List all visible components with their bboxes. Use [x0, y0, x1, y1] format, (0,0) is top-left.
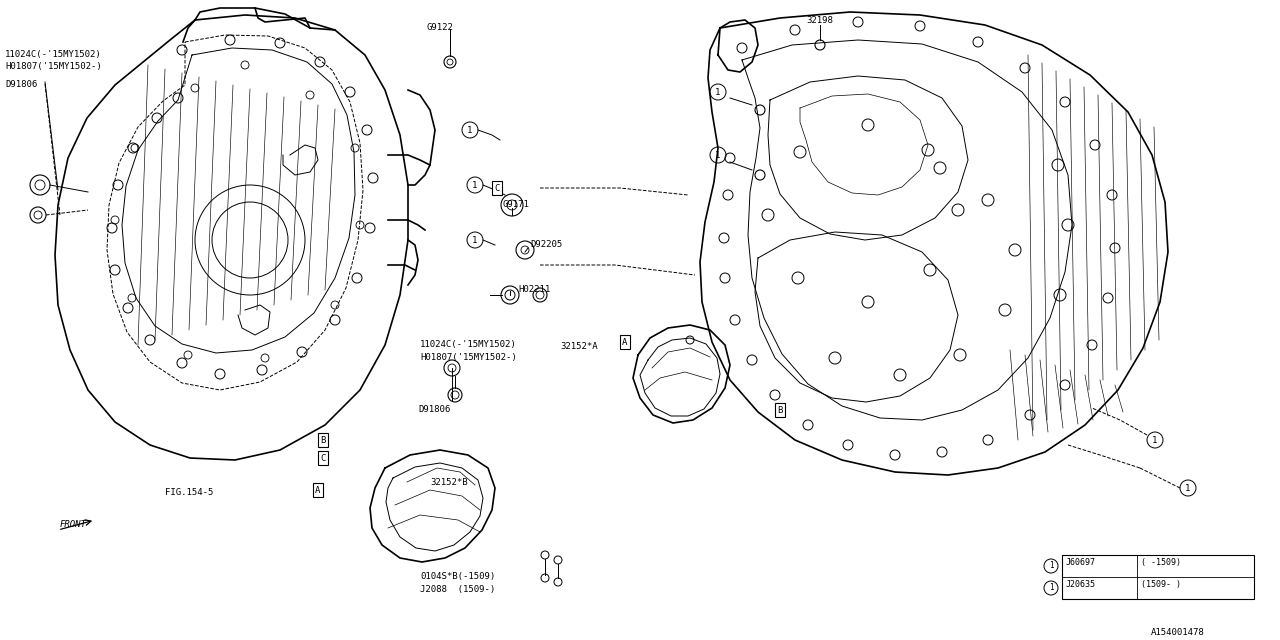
Text: C: C — [320, 454, 325, 463]
Text: J60697: J60697 — [1066, 558, 1096, 567]
Text: FRONT: FRONT — [60, 520, 87, 529]
Text: (1509- ): (1509- ) — [1140, 580, 1181, 589]
Text: H01807('15MY1502-): H01807('15MY1502-) — [5, 62, 101, 71]
Text: 1: 1 — [1048, 584, 1053, 593]
Text: 1: 1 — [1048, 561, 1053, 570]
Text: B: B — [777, 406, 782, 415]
Text: J20635: J20635 — [1066, 580, 1096, 589]
Bar — [1062, 555, 1254, 599]
Text: 1: 1 — [472, 180, 477, 189]
Text: H02211: H02211 — [518, 285, 550, 294]
Text: G9171: G9171 — [502, 200, 529, 209]
Text: D91806: D91806 — [5, 80, 37, 89]
Text: A: A — [622, 337, 627, 346]
Text: 1: 1 — [472, 236, 477, 244]
Text: C: C — [494, 184, 499, 193]
Text: 11024C(-'15MY1502): 11024C(-'15MY1502) — [420, 340, 517, 349]
Text: 1: 1 — [716, 150, 721, 159]
Text: 32198: 32198 — [806, 16, 833, 25]
Text: 1: 1 — [1152, 435, 1157, 445]
Text: B: B — [320, 435, 325, 445]
Text: 0104S*B(-1509): 0104S*B(-1509) — [420, 572, 495, 581]
Text: FIG.154-5: FIG.154-5 — [165, 488, 214, 497]
Text: ( -1509): ( -1509) — [1140, 558, 1181, 567]
Text: J2088  (1509-): J2088 (1509-) — [420, 585, 495, 594]
Text: G9122: G9122 — [426, 23, 453, 32]
Text: H01807('15MY1502-): H01807('15MY1502-) — [420, 353, 517, 362]
Text: D91806: D91806 — [419, 405, 451, 414]
Text: 32152*A: 32152*A — [561, 342, 598, 351]
Text: 32152*B: 32152*B — [430, 478, 467, 487]
Text: 1: 1 — [716, 88, 721, 97]
Text: D92205: D92205 — [530, 240, 562, 249]
Text: A: A — [315, 486, 321, 495]
Text: 1: 1 — [467, 125, 472, 134]
Text: A154001478: A154001478 — [1151, 628, 1204, 637]
Text: 1: 1 — [1185, 483, 1190, 493]
Text: 11024C(-'15MY1502): 11024C(-'15MY1502) — [5, 50, 101, 59]
